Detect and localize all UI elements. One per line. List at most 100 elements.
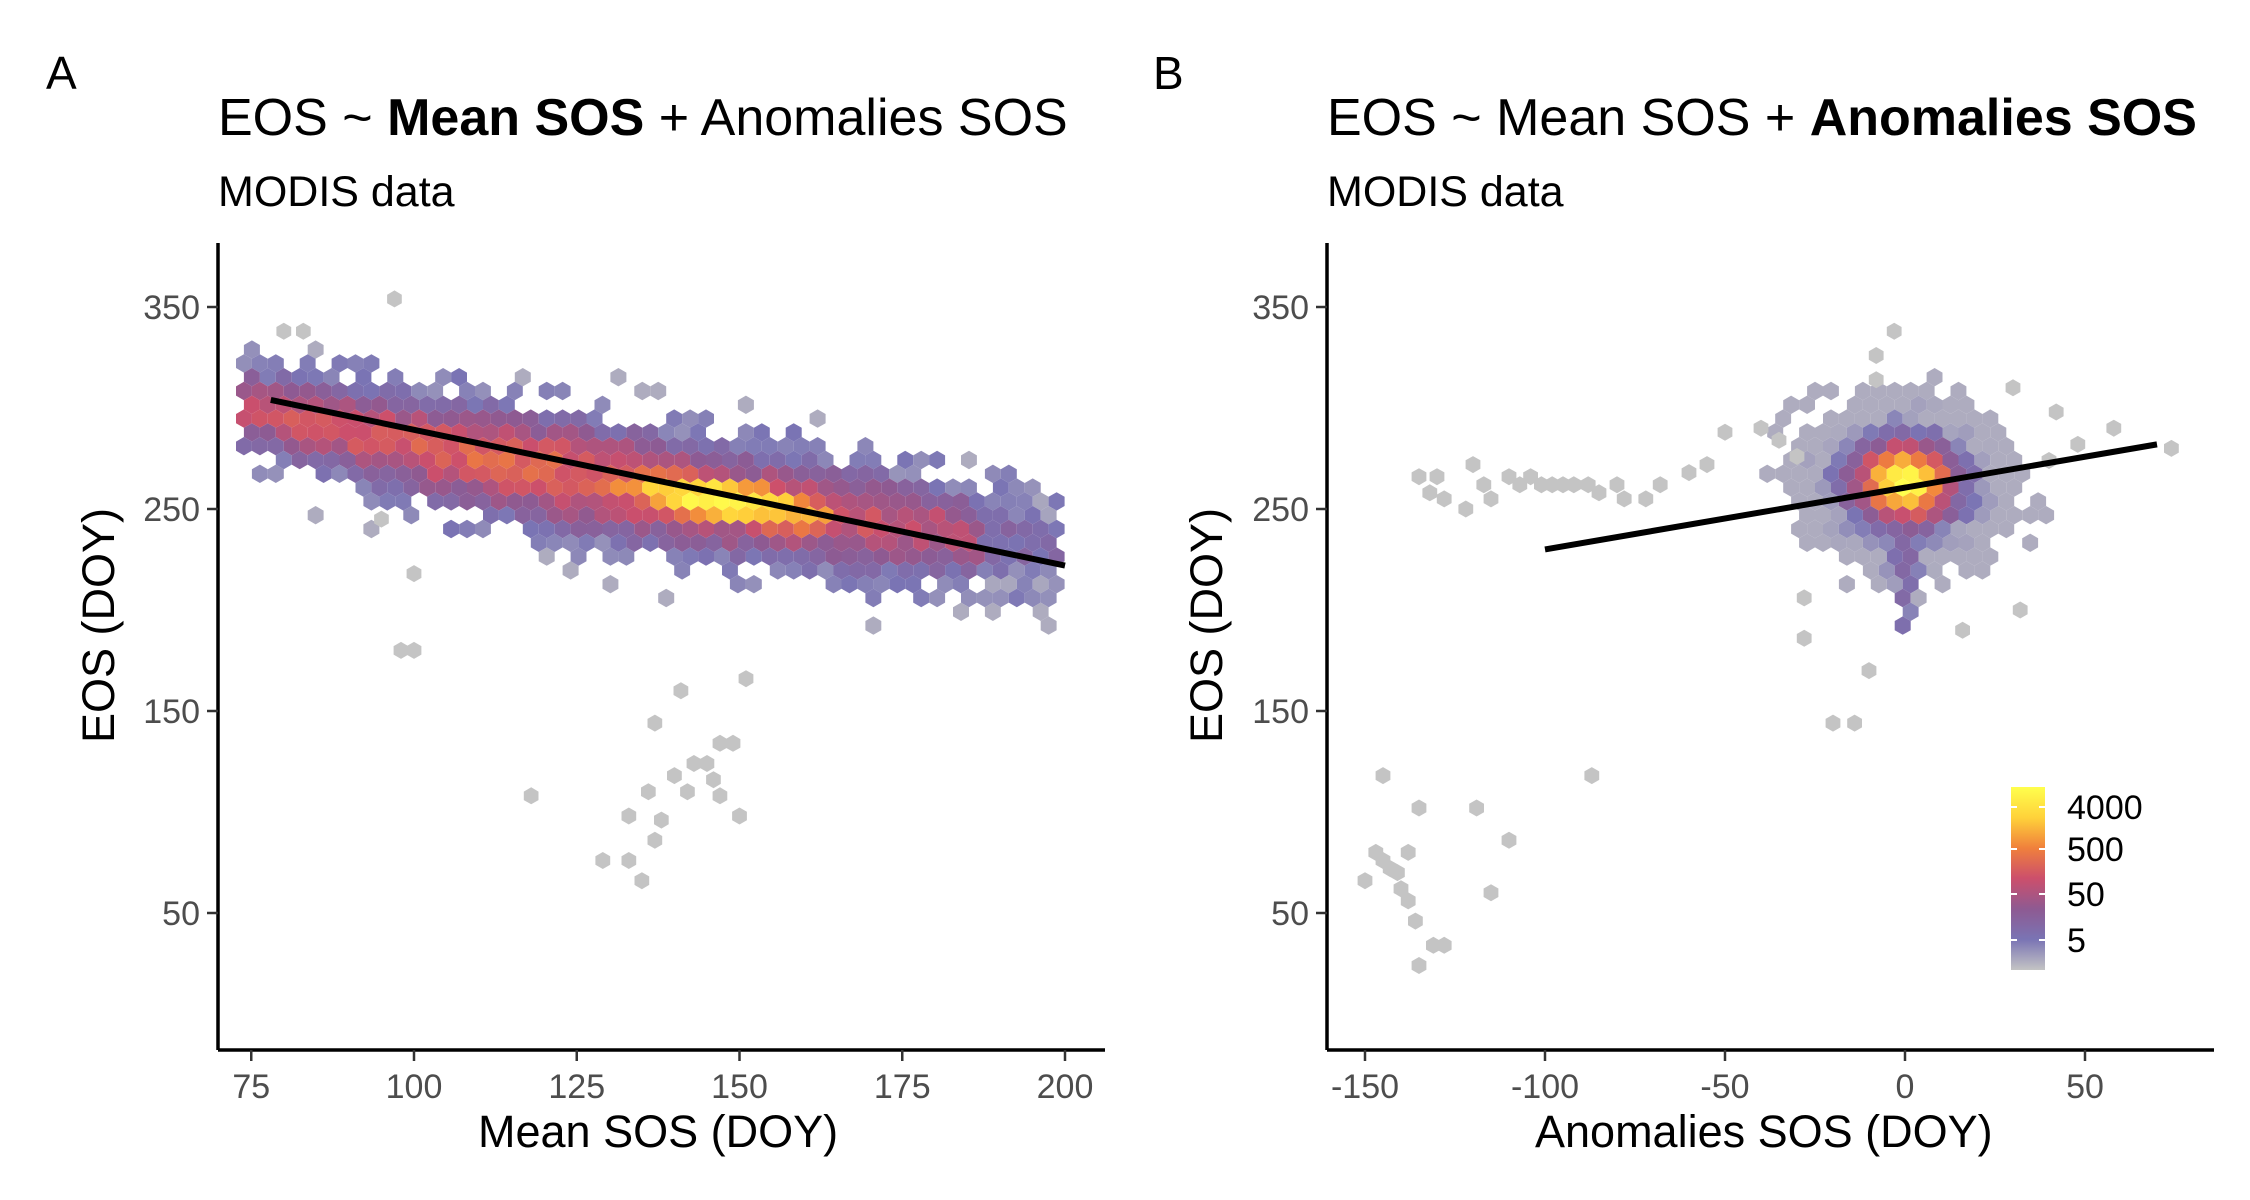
panel-a-hexbin	[251, 437, 268, 456]
panel-b-outlier-hexbin	[1436, 936, 1452, 954]
panel-a-hexbin	[961, 450, 977, 470]
panel-b-hexbin	[1846, 450, 1863, 470]
panel-b-hexbin	[2038, 506, 2055, 525]
panel-b-hexbin	[1799, 423, 1815, 442]
panel-a-hexbin	[785, 533, 802, 552]
panel-b-hexbin	[1894, 423, 1911, 442]
panel-a-hexbin	[706, 506, 722, 525]
panel-a-hexbin	[506, 464, 523, 483]
panel-a-hexbin	[602, 575, 619, 594]
panel-a-hexbin	[777, 437, 794, 456]
colorbar-tick-label: 50	[2067, 876, 2105, 914]
panel-b-xlabel: Anomalies SOS (DOY)	[1535, 1106, 1993, 1157]
panel-b-outlier-hexbin	[1868, 371, 1884, 389]
panel-a-hexbin	[642, 423, 659, 442]
panel-a-hexbin	[801, 450, 818, 470]
panel-b-hexbin	[1823, 381, 1839, 401]
panel-a-hexbin	[1008, 506, 1025, 525]
panel-b-hexbin	[1862, 395, 1879, 414]
panel-b-hexbin	[1783, 478, 1800, 497]
panel-a-hexbin	[618, 492, 635, 511]
panel-b-hexbin	[1902, 547, 1919, 566]
panel-b-x-tick-label: -50	[1700, 1068, 1749, 1106]
panel-a-hexbin	[594, 423, 611, 442]
panel-a-hexbin	[1016, 492, 1033, 511]
panel-a-hexbin	[745, 547, 762, 566]
panel-a-hexbin	[371, 423, 388, 442]
panel-a-hexbin	[578, 423, 595, 442]
panel-a-hexbin	[706, 533, 722, 552]
panel-a-hexbin	[682, 492, 699, 511]
panel-b-hexbin	[1846, 423, 1863, 442]
panel-a-hexbin	[953, 575, 969, 594]
panel-a-hexbin	[451, 368, 467, 387]
panel-a-outlier-hexbin	[276, 322, 292, 340]
panel-b-hexbin	[1775, 464, 1792, 483]
panel-a-hexbin	[913, 561, 930, 580]
panel-a-hexbin	[1008, 561, 1025, 580]
panel-a-hexbin	[873, 492, 890, 511]
panel-a-hexbin	[530, 533, 547, 552]
panel-b-hexbin	[1878, 395, 1895, 414]
panel-b-hexbin	[1894, 506, 1911, 525]
panel-a-hexbin	[849, 478, 866, 497]
panel-a-hexbin	[873, 575, 890, 594]
panel-b-hexbin	[1870, 464, 1887, 483]
panel-b-hexbin	[1990, 450, 2007, 470]
panel-a-hexbin	[363, 437, 380, 456]
panel-b-hexbin	[1950, 547, 1967, 566]
panel-a-hexbin	[698, 519, 714, 539]
panel-b-outlier-hexbin	[1476, 476, 1492, 494]
panel-b-outlier-hexbin	[1393, 880, 1409, 898]
panel-a-hexbin	[594, 450, 611, 470]
panel-a-hexbin	[937, 492, 953, 511]
panel-a-hexbin	[618, 437, 635, 456]
panel-a-hexbin	[570, 492, 587, 511]
panel-b-y-tick-label: 150	[1252, 693, 1309, 731]
panel-b-hexbin	[1870, 492, 1887, 511]
panel-b-hexbin	[1966, 547, 1983, 566]
colorbar-tick-label: 5	[2067, 922, 2086, 960]
panel-b-hexbin	[1910, 561, 1927, 580]
colorbar-bar	[2011, 787, 2045, 970]
panel-a-hexbin	[825, 519, 842, 539]
panel-a-hexbin	[881, 478, 898, 497]
panel-b-hexbin	[1926, 561, 1943, 580]
panel-a-hexbin	[236, 437, 252, 456]
panel-a-hexbin	[658, 423, 675, 442]
panel-a-hexbin	[992, 533, 1009, 552]
panel-a-hexbin	[522, 464, 539, 483]
panel-a-hexbin	[403, 478, 420, 497]
panel-a-hexbin	[737, 395, 754, 414]
panel-a-hexbin	[498, 478, 515, 497]
panel-b-hexbin	[1807, 437, 1823, 456]
panel-b-outlier-hexbin	[1483, 884, 1499, 902]
panel-a-hexbin	[530, 478, 547, 497]
panel-a-outlier-hexbin	[406, 641, 422, 659]
panel-a-hexbin	[682, 409, 699, 428]
panel-a-hexbin	[363, 519, 380, 539]
panel-a-hexbin	[905, 492, 922, 511]
panel-a-hexbin	[753, 423, 770, 442]
panel-a-hexbin	[690, 506, 706, 525]
panel-a-hexbin	[992, 588, 1009, 608]
panel-a-hexbin	[602, 492, 619, 511]
panel-a-hexbin	[666, 437, 683, 456]
panel-a-hexbin	[602, 547, 619, 566]
panel-a-hexbin	[251, 409, 268, 428]
panel-a-hexbin	[737, 450, 754, 470]
panel-b-outlier-hexbin	[1681, 464, 1697, 482]
panel-b-hexbin	[2030, 492, 2047, 511]
panel-a-subtitle: MODIS data	[218, 168, 455, 216]
panel-a-hexbin	[961, 588, 977, 608]
panel-b-hexbin	[1974, 450, 1991, 470]
panel-b-hexbin	[1831, 423, 1847, 442]
panel-a-hexbin	[881, 561, 898, 580]
panel-a-hexbin	[761, 464, 778, 483]
panel-a-hexbin	[666, 547, 683, 566]
panel-a-hexbin	[809, 437, 826, 456]
panel-a-hexbin	[379, 437, 396, 456]
panel-a-hexbin	[626, 478, 643, 497]
panel-a-hexbin	[578, 478, 595, 497]
panel-a-hexbin	[443, 464, 460, 483]
